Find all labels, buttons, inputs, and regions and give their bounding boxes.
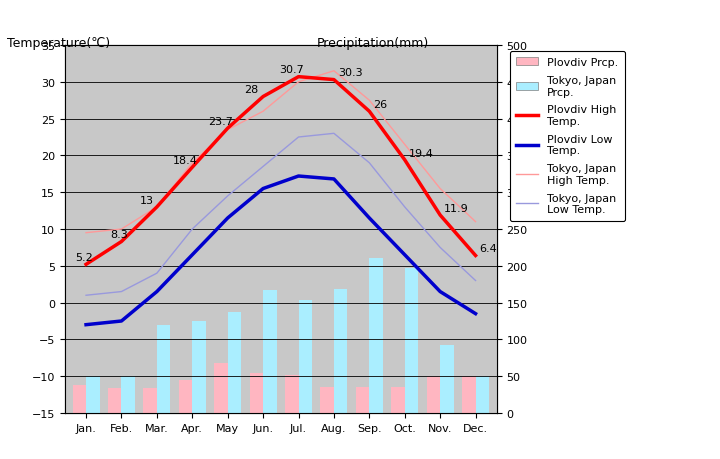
Text: 23.7: 23.7 <box>208 117 233 127</box>
Bar <box>86 376 99 413</box>
Bar <box>320 386 334 413</box>
Bar <box>369 259 383 413</box>
Bar <box>285 375 299 413</box>
Bar <box>143 388 157 413</box>
Bar <box>192 321 206 413</box>
Bar <box>228 313 241 413</box>
Bar <box>475 376 489 413</box>
Bar <box>405 269 418 413</box>
Bar <box>122 376 135 413</box>
Bar <box>250 374 263 413</box>
Bar <box>334 290 347 413</box>
Bar <box>391 386 405 413</box>
Text: 13: 13 <box>140 196 154 205</box>
Text: Precipitation(mm): Precipitation(mm) <box>317 37 429 50</box>
Bar <box>299 301 312 413</box>
Text: 26: 26 <box>374 100 387 110</box>
Text: 19.4: 19.4 <box>409 148 433 158</box>
Bar <box>462 376 475 413</box>
Bar <box>179 380 192 413</box>
Text: Temperature(℃): Temperature(℃) <box>7 37 110 50</box>
Text: 30.7: 30.7 <box>279 65 304 75</box>
Bar <box>157 325 171 413</box>
Bar <box>263 291 276 413</box>
Bar <box>108 388 122 413</box>
Text: 6.4: 6.4 <box>480 244 498 254</box>
Bar <box>356 386 369 413</box>
Bar <box>440 345 454 413</box>
Text: 5.2: 5.2 <box>75 252 93 263</box>
Legend: Plovdiv Prcp., Tokyo, Japan
Prcp., Plovdiv High
Temp., Plovdiv Low
Temp., Tokyo,: Plovdiv Prcp., Tokyo, Japan Prcp., Plovd… <box>510 51 625 221</box>
Text: 18.4: 18.4 <box>173 156 198 166</box>
Text: 8.3: 8.3 <box>110 230 128 240</box>
Bar <box>73 385 86 413</box>
Bar <box>427 376 440 413</box>
Text: 28: 28 <box>243 85 258 95</box>
Text: 11.9: 11.9 <box>444 203 469 213</box>
Text: 30.3: 30.3 <box>338 68 363 78</box>
Bar <box>215 363 228 413</box>
